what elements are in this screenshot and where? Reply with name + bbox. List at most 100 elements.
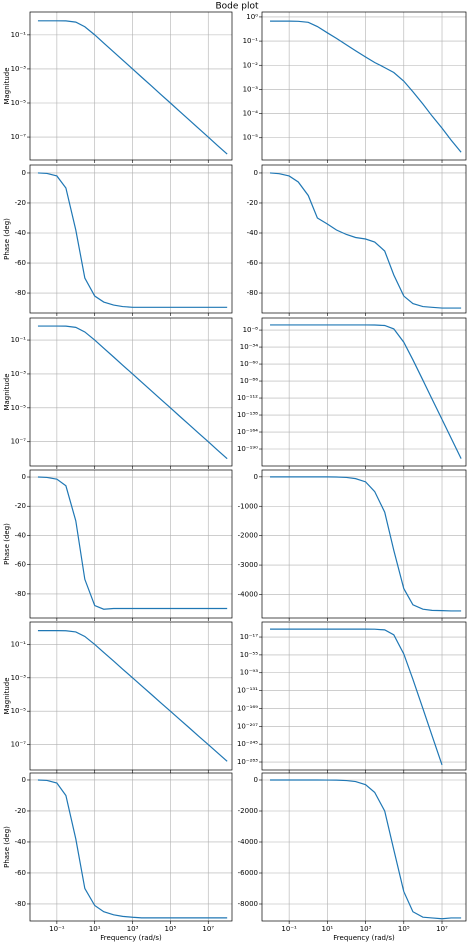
y-axis-label: Magnitude (3, 373, 11, 410)
plot-area (30, 12, 232, 160)
y-tick-label: -60 (15, 259, 26, 267)
plot-area (30, 165, 232, 313)
y-axis-label: Magnitude (3, 67, 11, 104)
plot-frame (29, 469, 233, 619)
y-tick-label: 10⁻³ (11, 65, 27, 73)
y-tick-label: -60 (247, 259, 258, 267)
line (269, 172, 462, 309)
y-tick-label: 0 (254, 776, 258, 784)
y-tick-label: 10⁻¹ (243, 37, 259, 45)
y-tick-label: -60 (15, 561, 26, 569)
y-tick-label: -40 (15, 229, 26, 237)
y-tick-label: 0 (22, 169, 26, 177)
subplot: 10⁻¹ 10⁻³ 10⁻⁵ 10⁻⁷ Magnitude (3, 621, 233, 773)
line (270, 779, 462, 920)
x-tick-label: 10⁷ (202, 925, 214, 933)
line (37, 325, 228, 460)
x-tick-label: 10⁻¹ (49, 925, 65, 933)
line (270, 20, 462, 153)
y-tick-label: 0 (22, 473, 26, 481)
plot-area (30, 470, 232, 618)
x-tick-label: 10¹ (321, 925, 333, 933)
plot-frame (29, 164, 233, 314)
subplot: 0 -1000 -2000 -3000 -4000 (238, 469, 467, 621)
y-tick-label: 10⁻¹³¹ (237, 687, 258, 695)
y-tick-label: -20 (247, 199, 258, 207)
subplot: 10⁻¹ 10⁻³ 10⁻⁵ 10⁻⁷ Magnitude (3, 11, 233, 163)
x-tick-label: 10³ (127, 925, 139, 933)
x-tick-label: 10⁵ (165, 925, 177, 933)
y-tick-label: 10⁻¹ (11, 31, 27, 39)
line (37, 630, 228, 762)
line (37, 20, 228, 155)
line (270, 476, 462, 612)
subplot: 0 -20 -40 -60 -80 Phase (deg) (3, 164, 233, 316)
x-tick-label: 10³ (360, 925, 372, 933)
y-tick-label: 0 (254, 169, 258, 177)
y-tick-label: 10⁻¹⁷ (240, 633, 258, 641)
plot-area (30, 622, 232, 770)
plot-area (262, 470, 466, 618)
y-tick-label: 10⁻⁹³ (240, 669, 258, 677)
plot-frame (261, 11, 467, 161)
y-tick-label: -40 (15, 531, 26, 539)
x-tick-label: 10¹ (89, 925, 101, 933)
y-tick-label: -20 (15, 807, 26, 815)
y-tick-label: 10⁻⁸ (243, 326, 259, 334)
y-tick-label: 10⁻¹⁶⁹ (237, 704, 258, 712)
y-tick-label: 10⁻²⁰⁷ (237, 722, 258, 730)
plot-area (262, 773, 466, 921)
y-tick-label: -60 (15, 869, 26, 877)
y-tick-label: 10⁻¹³⁸ (237, 411, 258, 419)
line (37, 779, 228, 919)
y-tick-label: -8000 (238, 900, 258, 908)
y-tick-label: -80 (15, 590, 26, 598)
y-tick-label: -3000 (238, 561, 258, 569)
y-tick-label: 10⁻⁵⁵ (240, 651, 258, 659)
x-tick-label: 10⁷ (436, 925, 448, 933)
subplot: 10⁻⁸ 10⁻³⁴ 10⁻⁶⁰ 10⁻⁸⁶ 10⁻¹¹² 10⁻¹³⁸ 10⁻¹⁶⁴ 10⁻… (237, 317, 467, 469)
plot-area (262, 12, 466, 160)
y-tick-label: -80 (15, 289, 26, 297)
y-tick-label: 10⁻³ (11, 370, 27, 378)
y-axis-label: Magnitude (3, 677, 11, 714)
y-tick-label: -1000 (238, 502, 258, 510)
subplot: 10⁻¹ 10⁻³ 10⁻⁵ 10⁻⁷ Magnitude (3, 317, 233, 469)
y-axis-label: Phase (deg) (3, 826, 11, 868)
plot-area (262, 622, 466, 770)
y-tick-label: 10⁻¹⁹⁰ (237, 445, 258, 453)
y-tick-label: 10⁻⁷ (11, 741, 27, 749)
y-tick-label: 10⁻¹⁶⁴ (237, 428, 258, 436)
x-tick-label: 10⁵ (398, 925, 410, 933)
y-tick-label: 10⁻¹ (11, 640, 27, 648)
y-tick-label: -2000 (238, 532, 258, 540)
plot-frame (29, 772, 233, 922)
y-tick-label: 10⁻⁵ (11, 99, 27, 107)
subplot: 10⁻¹ 10¹ 10³ 10⁵ 10⁷ 0 -20 -40 -60 -80 Phase (deg)… (3, 772, 233, 942)
y-tick-label: 10⁻²⁸³ (237, 758, 258, 766)
plot-area (262, 318, 466, 466)
y-tick-label: -20 (15, 502, 26, 510)
subplot: 10⁻¹ 10¹ 10³ 10⁵ 10⁷ 0 -2000 -4000 -6000 -8000 Fre… (238, 772, 467, 942)
y-tick-label: 10⁻⁵ (243, 134, 259, 142)
y-tick-label: -20 (15, 199, 26, 207)
y-tick-label: 10⁻⁷ (11, 438, 27, 446)
y-tick-label: -4000 (238, 590, 258, 598)
subplot: 0 -20 -40 -60 -80 Phase (deg) (3, 469, 233, 621)
plot-frame (261, 621, 467, 771)
plot-frame (261, 164, 467, 314)
y-tick-label: 10⁻⁵ (11, 707, 27, 715)
plot-frame (29, 621, 233, 771)
plot-frame (261, 469, 467, 619)
y-tick-label: 10⁻¹¹² (237, 394, 258, 402)
y-tick-label: -80 (15, 900, 26, 908)
y-tick-label: -80 (247, 289, 258, 297)
plot-area (30, 773, 232, 921)
y-tick-label: 10⁻² (243, 61, 259, 69)
plot-frame (29, 11, 233, 161)
y-tick-label: 10⁻⁶⁰ (240, 360, 258, 368)
figure-title: Bode plot (215, 2, 259, 12)
subplot: 10⁻¹⁷ 10⁻⁵⁵ 10⁻⁹³ 10⁻¹³¹ 10⁻¹⁶⁹ 10⁻²⁰⁷ 10⁻²⁴⁵ 1… (237, 621, 467, 773)
y-tick-label: 10⁻³ (243, 85, 259, 93)
